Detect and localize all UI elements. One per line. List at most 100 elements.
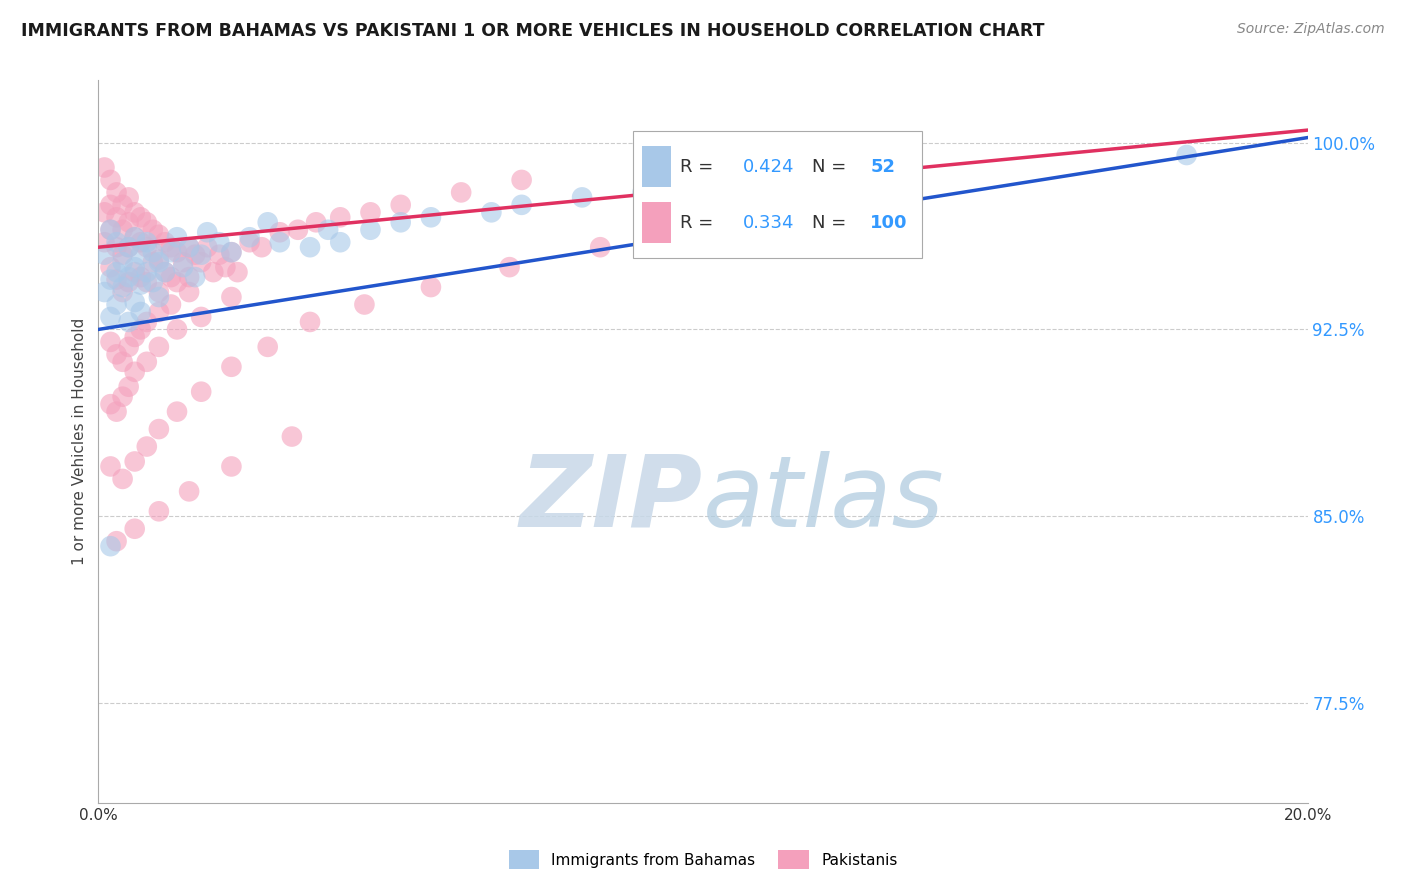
Point (184, 248, 207, 262)
Legend: Immigrants from Bahamas, Pakistanis: Immigrants from Bahamas, Pakistanis (502, 844, 904, 875)
Point (190, 255, 212, 269)
Text: 0.424: 0.424 (744, 158, 794, 176)
Point (813, 173, 835, 187)
Point (1175, 148, 1198, 162)
Point (118, 315, 141, 329)
Point (111, 223, 134, 237)
Point (281, 429, 304, 443)
Point (105, 186, 128, 200)
Point (160, 240, 183, 254)
Point (105, 404, 128, 418)
Point (118, 215, 141, 229)
Point (100, 223, 122, 237)
Point (135, 275, 157, 289)
Point (166, 245, 188, 260)
Point (250, 240, 273, 254)
Point (135, 235, 157, 250)
Point (510, 173, 533, 187)
Point (389, 215, 412, 229)
Point (498, 260, 520, 274)
Point (124, 365, 146, 379)
Point (221, 245, 243, 260)
Point (129, 211, 152, 225)
Text: Source: ZipAtlas.com: Source: ZipAtlas.com (1237, 22, 1385, 37)
Point (105, 297, 128, 311)
Text: IMMIGRANTS FROM BAHAMAS VS PAKISTANI 1 OR MORE VEHICLES IN HOUSEHOLD CORRELATION: IMMIGRANTS FROM BAHAMAS VS PAKISTANI 1 O… (21, 22, 1045, 40)
Point (93, 285, 115, 299)
Point (589, 240, 612, 254)
Point (129, 235, 152, 250)
Point (93, 161, 115, 175)
Point (100, 173, 122, 187)
Point (105, 211, 128, 225)
Point (360, 205, 382, 219)
Point (118, 380, 141, 394)
Point (129, 270, 152, 285)
Point (179, 285, 201, 299)
Point (148, 340, 170, 354)
Point (142, 255, 165, 269)
Point (221, 245, 243, 260)
Point (148, 285, 170, 299)
Point (166, 230, 188, 244)
Point (111, 355, 134, 369)
Point (353, 297, 375, 311)
Point (256, 215, 278, 229)
Point (420, 280, 443, 294)
Point (135, 240, 157, 254)
Point (190, 310, 212, 324)
Point (202, 265, 225, 279)
Point (166, 322, 188, 336)
Point (269, 225, 291, 239)
Point (111, 255, 134, 269)
Point (172, 255, 194, 269)
Point (111, 198, 134, 212)
Text: 100: 100 (870, 213, 908, 232)
Point (239, 235, 262, 250)
Point (100, 223, 122, 237)
Text: atlas: atlas (703, 450, 945, 548)
Point (105, 272, 128, 286)
Point (299, 315, 322, 329)
Point (142, 275, 165, 289)
Point (160, 297, 183, 311)
Point (124, 454, 146, 468)
Point (389, 198, 412, 212)
Point (129, 248, 152, 262)
Point (420, 211, 443, 225)
Point (179, 484, 201, 499)
Point (124, 522, 146, 536)
Point (195, 225, 218, 239)
Point (111, 390, 134, 404)
Point (135, 355, 157, 369)
Point (129, 305, 152, 319)
Point (481, 205, 503, 219)
Point (256, 340, 278, 354)
Point (153, 265, 176, 279)
Point (142, 245, 165, 260)
Point (239, 230, 262, 244)
Point (124, 330, 146, 344)
Point (111, 472, 134, 486)
Point (287, 223, 309, 237)
Point (190, 248, 212, 262)
Point (111, 248, 134, 262)
Point (571, 190, 593, 204)
Point (100, 198, 122, 212)
Point (124, 265, 146, 279)
Point (111, 285, 134, 299)
Point (450, 186, 472, 200)
Point (148, 290, 170, 304)
Text: R =: R = (679, 213, 713, 232)
Point (124, 295, 146, 310)
Point (100, 539, 122, 553)
Point (100, 260, 122, 274)
Point (153, 235, 176, 250)
Point (129, 322, 152, 336)
Point (190, 384, 212, 399)
Point (226, 265, 249, 279)
Point (105, 347, 128, 361)
Point (329, 211, 352, 225)
Text: N =: N = (813, 213, 846, 232)
Point (299, 240, 322, 254)
